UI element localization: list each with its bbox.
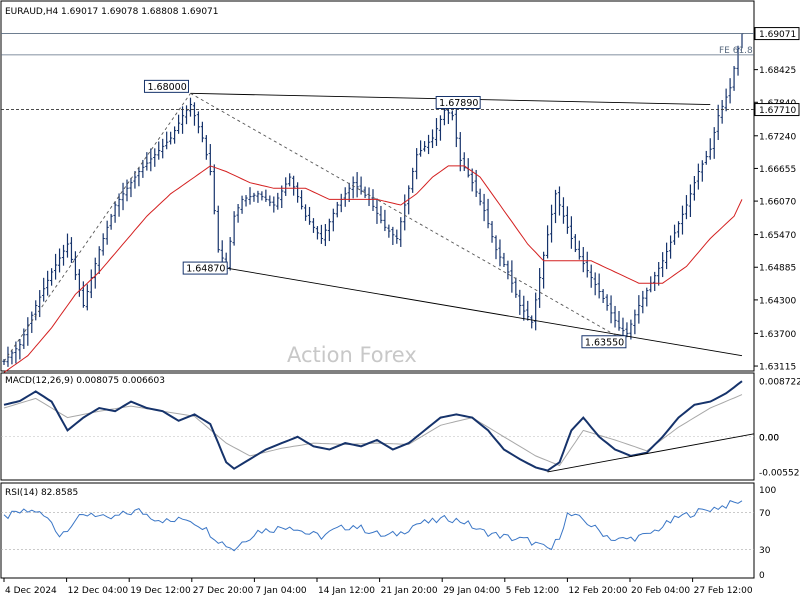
rsi-tick-label: 70	[759, 509, 771, 519]
time-tick-label: 12 Feb 20:00	[568, 586, 627, 596]
macd-signal-line	[3, 394, 743, 467]
time-tick-label: 21 Jan 20:00	[381, 586, 438, 596]
macd-tick-label: -0.005523	[759, 469, 800, 479]
price-labels: 1.68000 1.64870 1.67890 1.63550 FE 61.8 1.690…	[143, 27, 800, 373]
macd-trendline	[547, 433, 755, 473]
swing-label: 1.68000	[147, 82, 186, 93]
rsi-header: RSI(14) 82.8585	[5, 488, 78, 498]
macd-panel	[0, 372, 755, 481]
price-tick-box	[754, 27, 800, 41]
rsi-tick-label: 100	[759, 486, 776, 496]
swing-label-box	[435, 95, 481, 109]
macd-header: MACD(12,26,9) 0.008075 0.006603	[5, 376, 165, 386]
macd-tick-label: 0.00	[759, 433, 779, 443]
price-tick-label: 1.69071	[759, 30, 796, 40]
price-tick-box	[754, 103, 800, 117]
macd-tick-label: 0.008722	[759, 378, 800, 388]
price-tick-label: 1.67240	[759, 132, 796, 142]
moving-average-line	[3, 165, 743, 373]
time-tick-label: 27 Dec 20:00	[193, 586, 254, 596]
trendline	[226, 267, 743, 357]
price-tick-label: 1.63700	[759, 330, 796, 340]
price-tick-label: 1.68425	[759, 66, 796, 76]
time-tick-label: 12 Dec 04:00	[68, 586, 129, 596]
price-tick-label: 1.65470	[759, 231, 796, 241]
time-tick-label: 4 Dec 2024	[5, 586, 57, 596]
swing-label-box	[182, 261, 228, 275]
rsi-panel	[0, 482, 755, 579]
time-tick-label: 5 Feb 12:00	[506, 586, 560, 596]
price-tick-label: 1.67710	[759, 106, 796, 116]
time-axis: 4 Dec 2024 12 Dec 04:00 19 Dec 12:00 27 Dec…	[3, 578, 753, 596]
time-tick-label: 19 Dec 12:00	[130, 586, 191, 596]
fib-annotation-label: FE 61.8	[719, 46, 753, 56]
swing-label-box	[143, 79, 189, 93]
time-tick-label: 7 Jan 04:00	[255, 586, 307, 596]
macd-line	[3, 380, 743, 472]
price-tick-label: 1.66655	[759, 165, 796, 175]
price-tick-label: 1.64885	[759, 264, 796, 274]
swing-label: 1.63550	[585, 337, 624, 348]
macd-tick-label: 0.00	[759, 433, 779, 443]
price-tick-label: 1.66070	[759, 198, 796, 208]
swing-label: 1.64870	[186, 264, 225, 275]
rsi-tick-label: 30	[759, 546, 771, 556]
time-tick-label: 27 Feb 12:00	[694, 586, 753, 596]
time-tick-label: 29 Jan 04:00	[443, 586, 500, 596]
price-tick-label: 1.63115	[759, 363, 796, 373]
watermark: Action Forex	[287, 343, 417, 367]
rsi-line	[3, 499, 743, 552]
swing-label: 1.67890	[439, 98, 478, 109]
price-bars	[2, 33, 744, 367]
time-tick-label: 20 Feb 04:00	[631, 586, 690, 596]
time-tick-label: 14 Jan 12:00	[318, 586, 375, 596]
trendline	[3, 93, 191, 362]
main-header: EURAUD,H4 1.69017 1.69078 1.68808 1.6907…	[5, 7, 219, 17]
rsi-indicator: 100 70 30 0	[1, 486, 776, 581]
price-panel	[0, 0, 755, 372]
price-tick-label: 1.64300	[759, 296, 796, 306]
swing-label-box	[581, 335, 627, 349]
rsi-tick-label: 0	[759, 571, 765, 581]
